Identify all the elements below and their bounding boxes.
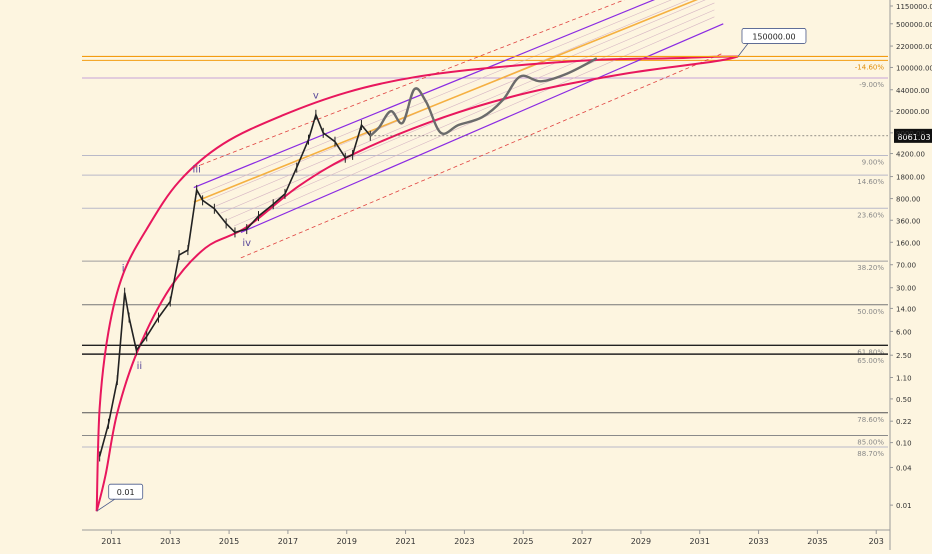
y-tick-label-1: 500000.00: [896, 21, 932, 29]
origin-callout-box: [108, 483, 144, 500]
target-callout-pointer: [737, 43, 749, 57]
trend-channel: [193, 0, 724, 259]
x-tick-label-12: 2035: [807, 537, 827, 546]
price-series: 8061.03: [98, 109, 932, 462]
forecast-path: [82, 55, 888, 137]
fib-label-8: 65.00%: [857, 357, 884, 365]
y-tick-label-12: 70.00: [896, 262, 916, 270]
forecast-line: [369, 57, 598, 137]
channel-upper: [193, 0, 656, 189]
x-tick-label-8: 2027: [572, 537, 592, 546]
y-tick-label-11: 160.00: [896, 239, 921, 247]
growth-curves: [95, 55, 739, 512]
y-tick-label-5: 20000.00: [896, 108, 929, 116]
fib-label-1: -9.00%: [859, 81, 884, 89]
wave-label-4: v: [313, 90, 319, 101]
fib-label-0: -14.60%: [855, 63, 885, 71]
x-tick-label-6: 2023: [454, 537, 474, 546]
wave-label-1: ii: [137, 361, 143, 372]
fib-label-3: 14.60%: [857, 178, 884, 186]
fib-label-10: 85.00%: [857, 438, 884, 446]
fib-label-7: 61.80%: [857, 348, 884, 356]
fib-label-2: 9.00%: [862, 159, 885, 167]
y-tick-label-19: 0.22: [896, 418, 912, 426]
x-tick-label-0: 2011: [101, 537, 121, 546]
origin-callout-label: 0.01: [117, 488, 135, 497]
y-tick-label-21: 0.04: [896, 464, 912, 472]
y-tick-label-4: 44000.00: [896, 87, 929, 95]
wave-label-3: iv: [242, 238, 251, 249]
x-tick-label-7: 2025: [513, 537, 533, 546]
y-tick-label-16: 2.50: [896, 352, 912, 360]
callouts: 150000.00 0.01: [96, 28, 807, 512]
axes: 2011 2013 2015 2017 2019 2021 2023 2025 2027 2029…: [82, 0, 932, 550]
fib-levels: -14.60% -9.00% 9.00% 14.60% 23.60% 38.20% 50.0…: [82, 59, 888, 458]
y-tick-label-17: 1.10: [896, 374, 912, 382]
fib-label-5: 38.20%: [857, 264, 884, 272]
fib-label-11: 88.70%: [857, 450, 884, 458]
wave-label-0: i: [122, 263, 125, 274]
x-tick-label-13: 203: [869, 537, 884, 546]
y-tick-label-6: 9000.00: [896, 130, 925, 138]
channel-inner-line-3: [220, 2, 715, 214]
y-tick-label-18: 0.50: [896, 396, 912, 404]
channel-dashed-lower: [240, 52, 724, 259]
x-tick-label-4: 2019: [337, 537, 357, 546]
lower-growth-curve: [95, 55, 739, 512]
origin-callout-pointer: [96, 498, 115, 512]
y-tick-label-13: 30.00: [896, 285, 916, 293]
target-callout-box: [741, 28, 807, 44]
channel-dashed-upper: [193, 0, 625, 169]
upper-growth-curve: [95, 55, 739, 512]
y-tick-label-2: 220000.00: [896, 43, 932, 51]
y-tick-label-10: 360.00: [896, 217, 921, 225]
channel-inner-line-6: [200, 0, 672, 195]
x-tick-label-10: 2031: [690, 537, 710, 546]
y-tick-label-15: 6.00: [896, 328, 912, 336]
y-tick-label-0: 1150000.00: [896, 3, 932, 11]
channel-inner-line-4: [213, 0, 706, 208]
fib-label-6: 50.00%: [857, 308, 884, 316]
x-tick-label-9: 2029: [631, 537, 651, 546]
fib-label-9: 78.60%: [857, 416, 884, 424]
x-tick-label-2: 2015: [219, 537, 239, 546]
y-tick-label-8: 1800.00: [896, 174, 925, 182]
y-tick-label-22: 0.01: [896, 502, 912, 510]
x-tick-label-11: 2033: [748, 537, 768, 546]
x-tick-label-3: 2017: [278, 537, 298, 546]
fib-label-4: 23.60%: [857, 211, 884, 219]
y-tick-label-20: 0.10: [896, 440, 912, 448]
y-tick-label-14: 14.00: [896, 305, 916, 313]
target-callout-label: 150000.00: [752, 32, 795, 41]
channel-inner-line-5: [207, 0, 689, 201]
wave-label-2: iii: [193, 164, 201, 175]
y-tick-label-7: 4200.00: [896, 151, 925, 159]
channel-mid-line: [193, 0, 699, 203]
x-tick-label-1: 2013: [160, 537, 180, 546]
last-price-tag: [894, 128, 932, 143]
last-price-label: 8061.03: [897, 133, 930, 142]
y-tick-label-9: 800.00: [896, 196, 921, 204]
channel-inner-line-2: [227, 9, 715, 220]
x-tick-label-5: 2021: [395, 537, 415, 546]
y-tick-label-3: 100000.00: [896, 64, 932, 72]
